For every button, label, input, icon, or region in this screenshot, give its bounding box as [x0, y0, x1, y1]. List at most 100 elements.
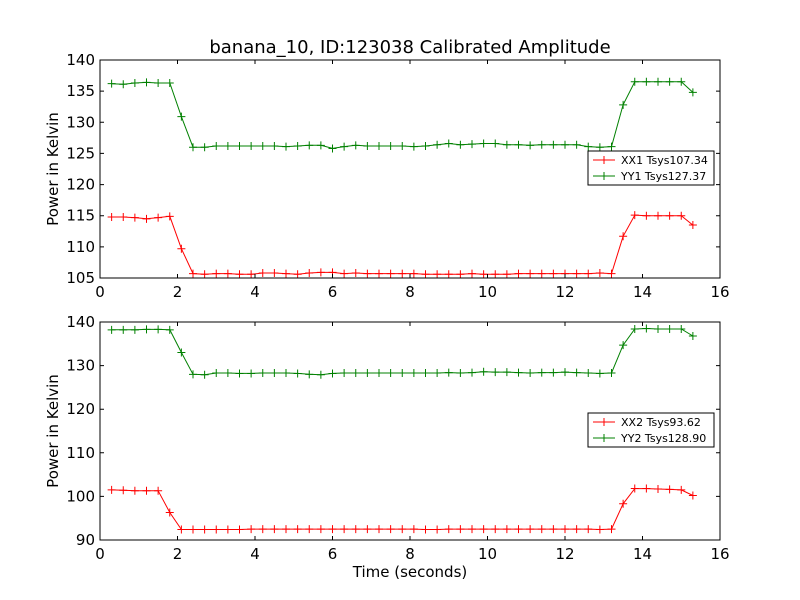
bottom-panel: 0 2 4 6 8 10 12 14 16 90 100 110 120 130 140 Power in K…	[44, 313, 730, 581]
data-point	[654, 484, 662, 493]
data-point	[549, 525, 558, 534]
data-point	[630, 211, 639, 220]
data-point	[200, 370, 209, 379]
data-point	[479, 139, 488, 148]
data-point	[537, 140, 546, 149]
legend-label: XX1 Tsys107.34	[621, 154, 708, 167]
data-point	[409, 369, 418, 378]
data-point	[189, 370, 197, 379]
data-point	[630, 484, 639, 493]
series-line-xx	[111, 488, 694, 531]
x-tick-label: 8	[405, 283, 415, 301]
data-point	[351, 269, 360, 278]
data-point	[468, 525, 476, 534]
data-point	[386, 269, 395, 278]
data-point	[409, 142, 418, 151]
data-point	[444, 139, 453, 148]
data-point	[351, 141, 360, 150]
data-point	[223, 369, 232, 378]
data-point	[305, 525, 314, 534]
y-tick-label: 125	[66, 144, 95, 162]
y-tick-label: 140	[66, 313, 95, 331]
data-point	[386, 141, 395, 150]
data-point	[468, 368, 476, 377]
legend-marker	[600, 172, 608, 180]
data-point	[107, 325, 116, 334]
data-point	[154, 486, 163, 495]
legend-marker	[600, 434, 608, 442]
x-tick-label: 16	[710, 545, 729, 563]
data-point	[537, 269, 546, 278]
data-point	[270, 141, 279, 150]
data-point	[119, 80, 128, 89]
data-point	[351, 525, 360, 534]
data-point	[375, 525, 383, 534]
y-axis-label: Power in Kelvin	[44, 374, 62, 488]
data-point	[212, 141, 221, 150]
data-point	[363, 141, 372, 150]
x-tick-label: 4	[250, 545, 260, 563]
legend: XX2 Tsys93.62 YY2 Tsys128.90	[587, 412, 715, 448]
data-point	[421, 141, 430, 150]
data-point	[537, 525, 546, 534]
data-point	[561, 368, 569, 377]
data-point	[107, 79, 116, 88]
x-tick-label: 12	[555, 545, 574, 563]
data-point	[282, 142, 290, 151]
series-line-yy	[111, 81, 694, 149]
data-point	[584, 142, 593, 151]
data-point	[421, 270, 430, 279]
data-point	[468, 140, 476, 149]
data-point	[444, 270, 453, 279]
x-tick-label: 10	[478, 545, 497, 563]
legend-marker	[600, 418, 608, 426]
data-point	[595, 143, 604, 152]
y-tick-label: 135	[66, 82, 95, 100]
y-tick-label: 115	[66, 207, 95, 225]
data-point	[491, 270, 500, 279]
data-point	[456, 140, 465, 149]
data-point	[154, 79, 163, 88]
data-point	[189, 269, 197, 278]
series-markers	[107, 211, 697, 279]
data-point	[200, 270, 209, 279]
data-point	[177, 525, 186, 534]
data-point	[677, 211, 686, 220]
y-tick-label: 140	[66, 51, 95, 69]
data-point	[514, 525, 523, 534]
data-point	[270, 525, 279, 534]
data-point	[561, 140, 569, 149]
data-point	[154, 213, 163, 222]
data-point	[375, 141, 383, 150]
data-point	[165, 508, 174, 517]
data-point	[258, 269, 267, 278]
data-point	[305, 269, 314, 278]
data-point	[130, 486, 139, 495]
data-point	[293, 525, 302, 534]
data-point	[642, 324, 651, 333]
data-point	[421, 525, 430, 534]
data-point	[305, 370, 314, 379]
data-point	[619, 232, 628, 241]
data-point	[375, 269, 383, 278]
data-point	[642, 211, 651, 220]
x-tick-label: 10	[478, 283, 497, 301]
legend-marker	[600, 156, 608, 164]
data-point	[189, 525, 197, 534]
data-point	[282, 269, 290, 278]
data-point	[282, 369, 290, 378]
data-point	[456, 369, 465, 378]
data-point	[270, 269, 279, 278]
chart-title: banana_10, ID:123038 Calibrated Amplitud…	[209, 37, 610, 58]
data-point	[526, 269, 535, 278]
legend-box	[587, 412, 715, 448]
data-point	[607, 369, 616, 378]
data-point	[677, 324, 686, 333]
legend-box	[587, 150, 715, 186]
data-point	[665, 324, 674, 333]
data-point	[223, 525, 232, 534]
data-point	[328, 144, 337, 153]
data-point	[154, 325, 163, 334]
data-point	[142, 325, 151, 334]
